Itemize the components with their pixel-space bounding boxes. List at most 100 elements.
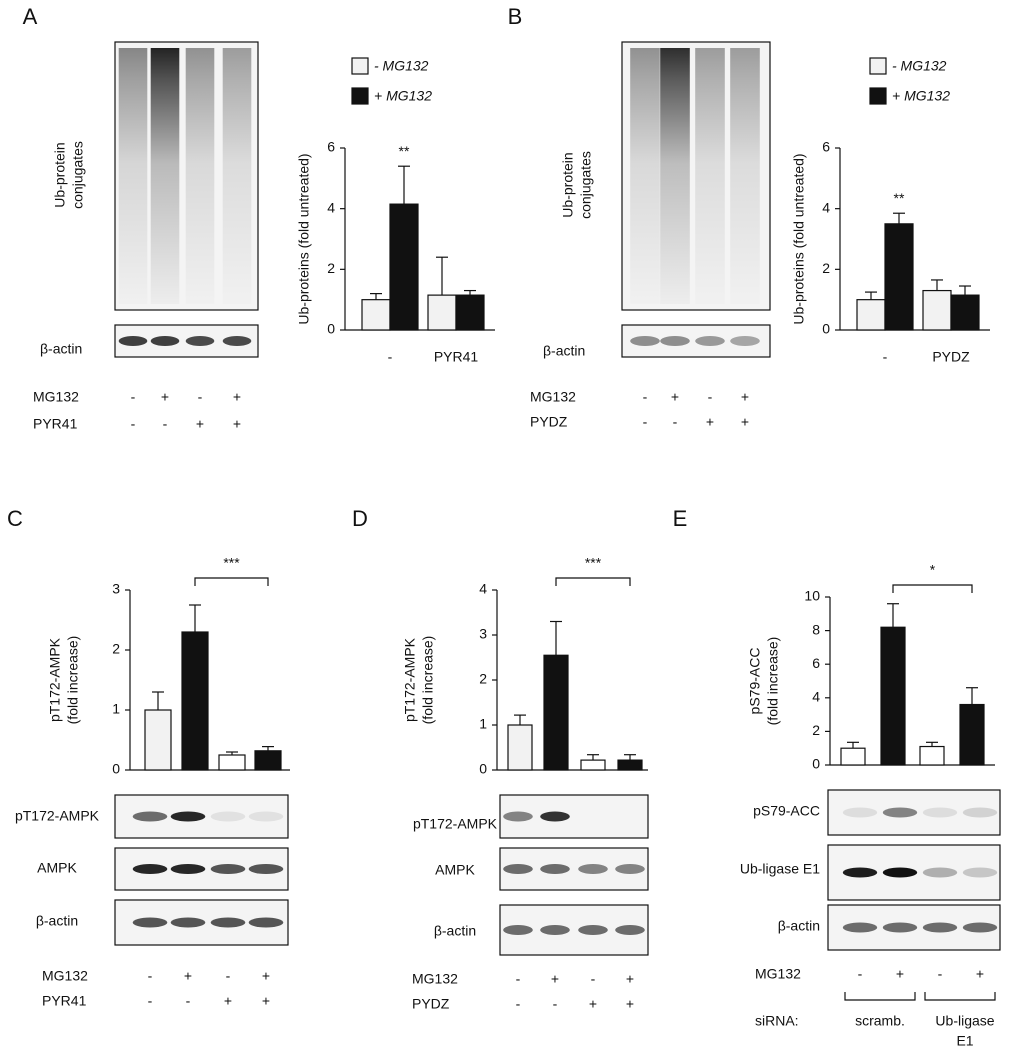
blot-band bbox=[578, 864, 608, 874]
y-tick-label: 2 bbox=[812, 722, 820, 738]
blot-band bbox=[210, 811, 246, 822]
blot-label: β-actin bbox=[434, 923, 476, 939]
condition-sign: - bbox=[938, 966, 943, 982]
bar bbox=[950, 294, 980, 331]
bar bbox=[543, 654, 569, 771]
blot-band bbox=[503, 811, 533, 822]
blot-label: Ub-protein bbox=[52, 142, 68, 207]
y-tick-label: 2 bbox=[327, 260, 335, 276]
sirna-group: E1 bbox=[956, 1033, 973, 1049]
blot-band bbox=[922, 807, 958, 818]
y-axis-label: pT172-AMPK bbox=[47, 637, 63, 722]
blot-band bbox=[185, 336, 215, 346]
y-tick-label: 0 bbox=[112, 761, 120, 777]
blot-label: pT172-AMPK bbox=[413, 816, 498, 832]
blot-label: pT172-AMPK bbox=[15, 808, 100, 824]
blot-band bbox=[118, 336, 148, 346]
y-tick-label: 3 bbox=[479, 626, 487, 642]
condition-sign: + bbox=[626, 971, 634, 987]
panel-letter: E bbox=[673, 506, 688, 531]
blot-label: AMPK bbox=[435, 862, 475, 878]
bar bbox=[856, 299, 886, 331]
condition-sign: - bbox=[148, 993, 153, 1009]
blot-label: β-actin bbox=[36, 913, 78, 929]
panel-letter: D bbox=[352, 506, 368, 531]
condition-sign: + bbox=[224, 993, 232, 1009]
blot-band bbox=[922, 867, 958, 878]
bar bbox=[884, 223, 914, 331]
significance-bracket bbox=[555, 577, 631, 586]
condition-sign: + bbox=[262, 993, 270, 1009]
condition-sign: - bbox=[186, 993, 191, 1009]
bar bbox=[254, 750, 282, 771]
condition-sign: - bbox=[131, 416, 136, 432]
blot-lane bbox=[185, 48, 215, 304]
bar bbox=[455, 294, 485, 331]
condition-sign: - bbox=[673, 414, 678, 430]
significance: ** bbox=[894, 190, 905, 206]
legend-label: - MG132 bbox=[892, 58, 947, 74]
blot-band bbox=[132, 811, 168, 822]
blot-label: β-actin bbox=[778, 918, 820, 934]
bar bbox=[617, 759, 643, 771]
condition-sign: - bbox=[516, 971, 521, 987]
blot-band bbox=[962, 922, 998, 933]
blot-band bbox=[540, 811, 570, 822]
blot-band bbox=[170, 811, 206, 822]
blot-band bbox=[503, 864, 533, 874]
blot-band bbox=[660, 336, 690, 346]
y-tick-label: 1 bbox=[479, 716, 487, 732]
condition-sign: + bbox=[233, 416, 241, 432]
condition-sign: + bbox=[233, 389, 241, 405]
condition-sign: - bbox=[516, 996, 521, 1012]
condition-sign: - bbox=[643, 389, 648, 405]
y-axis-label: (fold increase) bbox=[420, 636, 436, 725]
condition-sign: + bbox=[262, 968, 270, 984]
y-tick-label: 0 bbox=[812, 756, 820, 772]
condition-sign: + bbox=[196, 416, 204, 432]
y-tick-label: 4 bbox=[822, 199, 830, 215]
blot-band bbox=[540, 925, 570, 935]
bar bbox=[919, 745, 945, 766]
y-axis-label: pS79-ACC bbox=[747, 648, 763, 715]
legend-swatch bbox=[351, 87, 369, 105]
y-tick-label: 0 bbox=[822, 321, 830, 337]
panel-letter: C bbox=[7, 506, 23, 531]
condition-label: MG132 bbox=[412, 971, 458, 987]
condition-label: PYDZ bbox=[530, 414, 568, 430]
bar bbox=[181, 631, 209, 771]
significance: *** bbox=[585, 555, 602, 571]
bar bbox=[218, 754, 246, 771]
condition-sign: - bbox=[131, 389, 136, 405]
y-tick-label: 2 bbox=[822, 260, 830, 276]
sirna-group: scramb. bbox=[855, 1013, 905, 1029]
blot-label: Ub-ligase E1 bbox=[740, 861, 820, 877]
bar bbox=[580, 759, 606, 771]
condition-sign: + bbox=[896, 966, 904, 982]
blot-label: β-actin bbox=[543, 343, 585, 359]
y-tick-label: 3 bbox=[112, 581, 120, 597]
bar bbox=[922, 289, 952, 331]
bar bbox=[959, 703, 985, 766]
y-tick-label: 4 bbox=[327, 199, 335, 215]
y-axis-label: Ub-proteins (fold untreated) bbox=[791, 153, 807, 324]
condition-sign: - bbox=[163, 416, 168, 432]
panel-letter: A bbox=[23, 4, 38, 29]
blot-band bbox=[248, 864, 284, 874]
condition-label: MG132 bbox=[755, 966, 801, 982]
blot-band bbox=[503, 925, 533, 935]
condition-sign: + bbox=[706, 414, 714, 430]
blot-lane bbox=[222, 48, 252, 304]
legend-label: + MG132 bbox=[374, 88, 432, 104]
blot-band bbox=[150, 336, 180, 346]
blot-band bbox=[132, 917, 168, 928]
y-tick-label: 0 bbox=[479, 761, 487, 777]
bar bbox=[840, 747, 866, 766]
x-tick-label: - bbox=[883, 349, 888, 365]
condition-label: MG132 bbox=[530, 389, 576, 405]
blot-band bbox=[222, 336, 252, 346]
y-tick-label: 0 bbox=[327, 321, 335, 337]
significance-bracket bbox=[892, 584, 973, 593]
y-axis-label: pT172-AMPK bbox=[402, 637, 418, 722]
